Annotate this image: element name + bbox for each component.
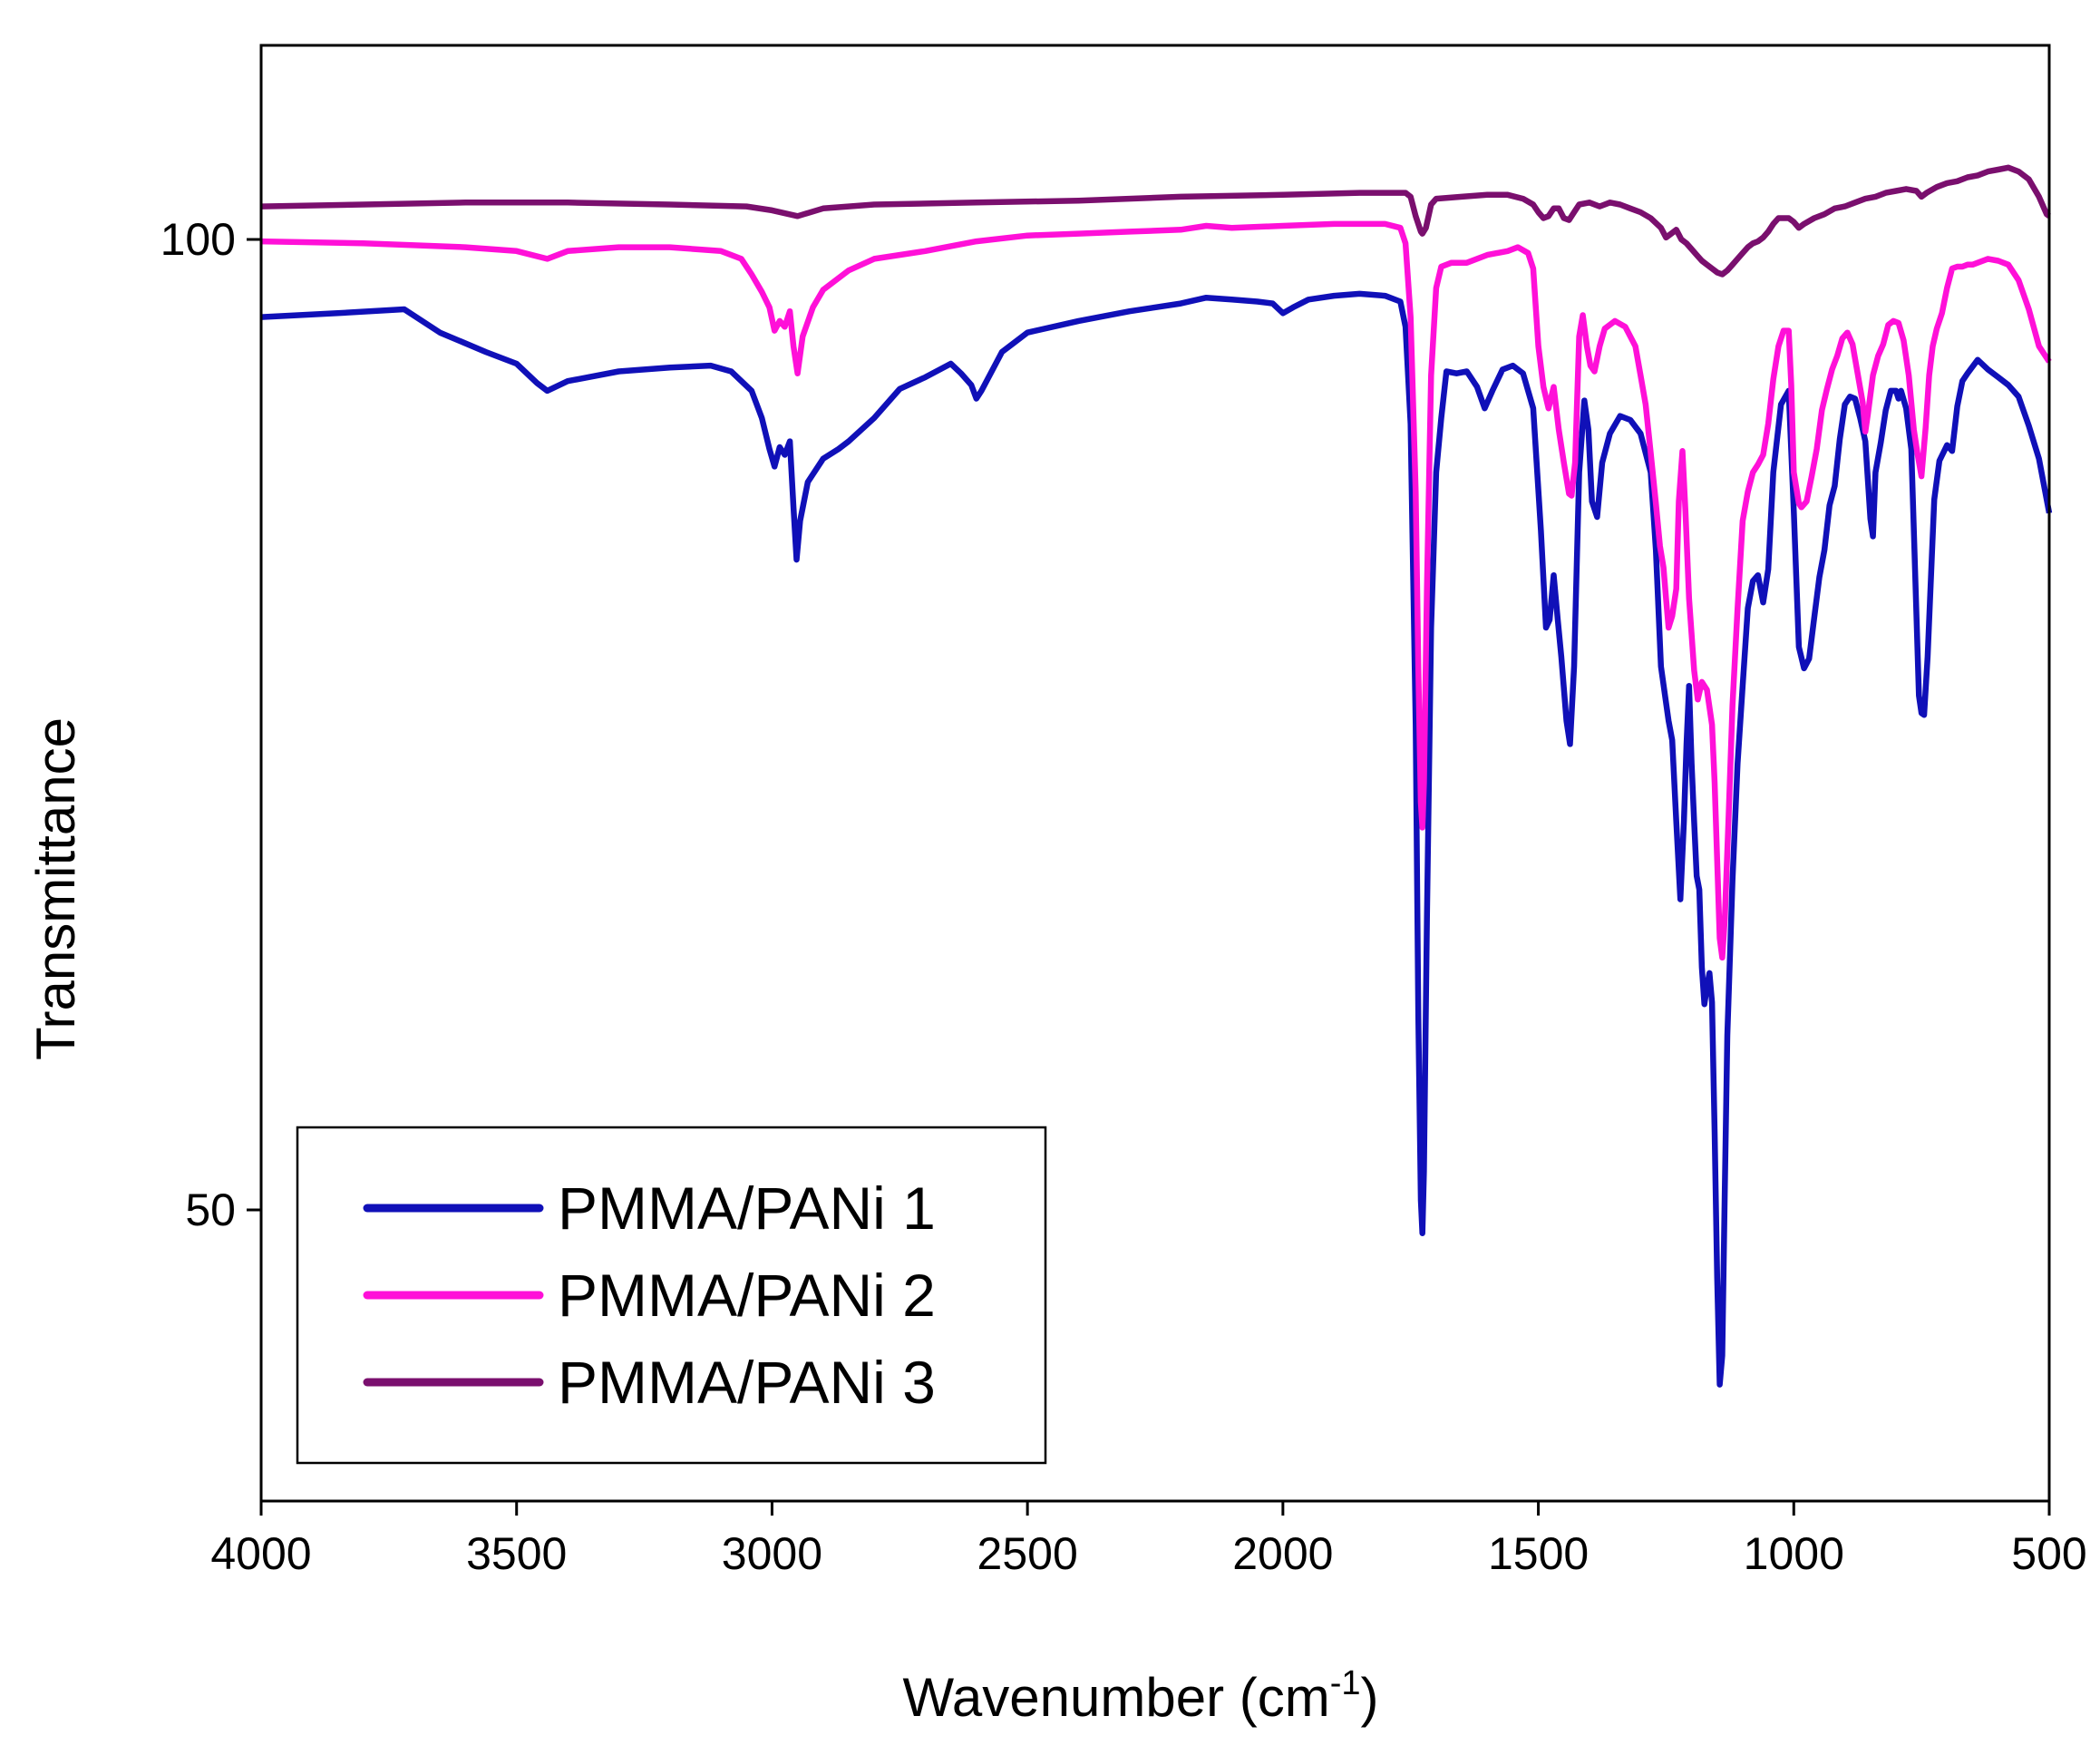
plot-border <box>259 44 2051 1503</box>
legend-label-series-1: PMMA/PANi 1 <box>558 1175 936 1242</box>
x-tick-label: 3000 <box>722 1528 822 1579</box>
series-line-2 <box>260 220 2052 961</box>
x-tick-label: 2500 <box>977 1528 1078 1579</box>
x-tick-label: 1500 <box>1488 1528 1589 1579</box>
series-line-3 <box>260 164 2051 278</box>
x-tick-label: 1000 <box>1744 1528 1844 1579</box>
series-layer <box>260 164 2053 1388</box>
series-line-1 <box>260 290 2053 1388</box>
x-axis-title-text: Wavenumber (cm <box>903 1667 1330 1728</box>
legend: PMMA/PANi 1 PMMA/PANi 2 PMMA/PANi 3 <box>296 1126 1047 1465</box>
y-tick-label: 50 <box>185 1185 236 1235</box>
x-tick-label: 2000 <box>1232 1528 1333 1579</box>
x-axis-ticks: 4000 3500 3000 2500 2000 1500 1000 500 <box>210 1501 2087 1579</box>
legend-label-series-2: PMMA/PANi 2 <box>558 1262 936 1329</box>
plot-frame <box>259 44 2051 1503</box>
x-axis-title-superscript: -1 <box>1330 1664 1361 1702</box>
legend-label-series-3: PMMA/PANi 3 <box>558 1349 936 1416</box>
y-axis-ticks: 100 50 <box>160 214 261 1235</box>
y-tick-label: 100 <box>160 214 236 265</box>
x-tick-label: 4000 <box>210 1528 311 1579</box>
y-axis-title: Transmittance <box>25 717 86 1060</box>
x-axis-title: Wavenumber (cm-1) <box>903 1664 1379 1728</box>
x-tick-label: 500 <box>2011 1528 2086 1579</box>
x-tick-label: 3500 <box>466 1528 567 1579</box>
x-axis-title-close: ) <box>1361 1667 1379 1728</box>
